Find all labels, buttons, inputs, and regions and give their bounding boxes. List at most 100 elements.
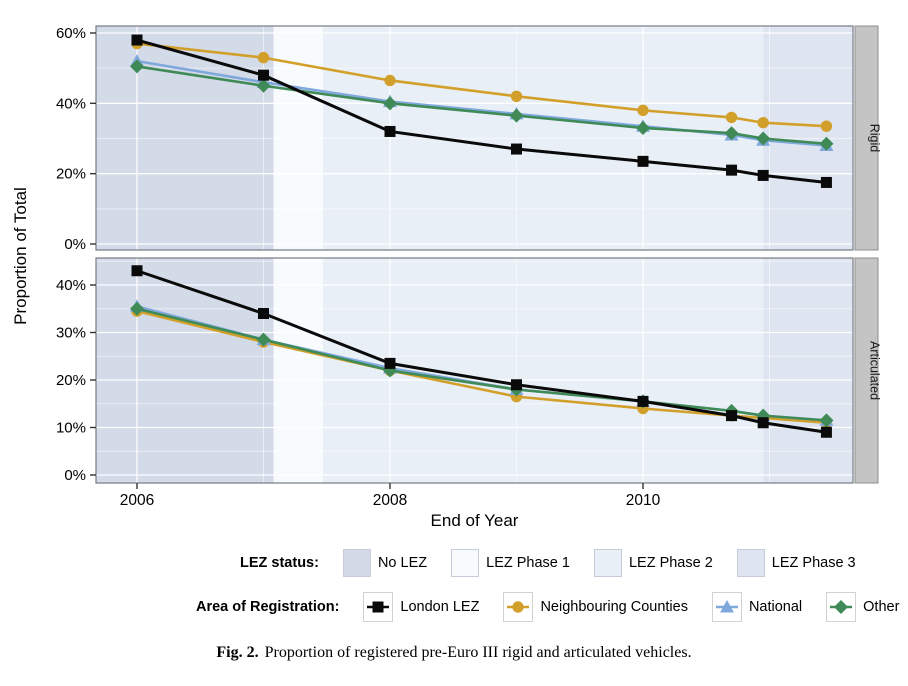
lez-phase-swatch: [593, 549, 622, 577]
x-tick-label: 2006: [120, 492, 154, 509]
marker-key-box: [711, 592, 742, 622]
lez-phase-swatch: [736, 549, 765, 577]
lez-phase-shading: [273, 258, 323, 483]
y-tick-label: 20%: [56, 372, 86, 389]
triangle-key-icon: [715, 600, 738, 613]
x-tick-label: 2008: [373, 492, 407, 509]
area-of-registration-legend: Area of Registration: London LEZ Neighbou…: [196, 592, 899, 622]
diamond-marker-icon: [256, 332, 271, 347]
figure-caption-label: Fig. 2.: [216, 644, 259, 661]
circle-marker-icon: [820, 120, 833, 132]
area-legend-item: National: [711, 592, 803, 622]
square-marker-icon: [757, 417, 769, 429]
diamond-marker-icon: [834, 600, 849, 614]
area-legend-item: London LEZ: [363, 592, 479, 622]
lez-legend-item: LEZ Phase 3: [736, 549, 856, 577]
square-marker-icon: [820, 426, 832, 438]
facet-strip-label: Rigid: [868, 124, 882, 153]
square-marker-icon: [131, 265, 143, 277]
lez-legend-label: LEZ Phase 2: [628, 555, 713, 571]
plot-canvas: 0% 20% 40% 60% Rigid 0% 10% 20% 30% 40% Articulate…: [56, 25, 882, 509]
square-key-icon: [367, 601, 390, 613]
y-tick-label: 40%: [56, 277, 86, 294]
facet-strip: [854, 25, 879, 251]
lez-status-legend-title: LEZ status:: [240, 555, 319, 571]
y-tick-label: 30%: [56, 325, 86, 342]
circle-key-icon: [507, 601, 530, 613]
square-marker-icon: [637, 395, 649, 407]
diamond-key-icon: [830, 600, 853, 614]
y-tick-label: 10%: [56, 420, 86, 437]
triangle-marker-icon: [719, 600, 734, 613]
square-marker-icon: [511, 143, 522, 155]
diamond-marker-icon: [819, 413, 834, 428]
area-legend-title: Area of Registration:: [196, 599, 340, 615]
facet-strip: [854, 257, 879, 484]
y-tick-label: 0%: [64, 467, 86, 484]
series-london-lez: [131, 34, 832, 188]
y-tick-label: 60%: [56, 25, 86, 42]
diamond-marker-icon: [130, 301, 144, 316]
x-tick-label: 2010: [626, 492, 661, 509]
panel-border: [95, 25, 854, 251]
circle-marker-icon: [384, 74, 396, 87]
lez-legend-item: No LEZ: [342, 549, 428, 577]
area-legend-label: Other: [863, 599, 900, 615]
figure-caption: Fig. 2. Proportion of registered pre-Euro…: [0, 644, 908, 662]
area-legend-item: Neighbouring Counties: [503, 592, 688, 622]
square-marker-icon: [757, 169, 769, 181]
circle-marker-icon: [510, 90, 523, 102]
area-legend-label: Neighbouring Counties: [540, 599, 688, 615]
square-marker-icon: [258, 308, 269, 319]
panel-rigid: 0% 20% 40% 60% Rigid: [56, 25, 882, 253]
circle-marker-icon: [757, 116, 769, 129]
square-marker-icon: [384, 125, 396, 137]
lez-legend-label: LEZ Phase 3: [771, 555, 856, 571]
diamond-marker-icon: [724, 126, 739, 141]
figure-caption-text: Proportion of registered pre-Euro III ri…: [264, 644, 692, 661]
area-legend-label: London LEZ: [400, 599, 480, 615]
lez-phase-shading: [96, 258, 274, 483]
panel-border: [95, 257, 854, 484]
marker-key-box: [503, 592, 534, 622]
square-marker-icon: [726, 164, 738, 176]
circle-marker-icon: [512, 601, 525, 613]
area-legend-item: Other: [826, 592, 899, 622]
y-tick-label: 40%: [56, 95, 86, 112]
square-marker-icon: [258, 69, 269, 81]
facet-strip-label: Articulated: [868, 341, 882, 400]
diamond-marker-icon: [756, 131, 771, 146]
diamond-marker-icon: [819, 136, 834, 151]
lez-status-legend: LEZ status: No LEZ LEZ Phase 1 LEZ Phase 2…: [240, 549, 856, 577]
square-marker-icon: [726, 410, 738, 422]
lez-legend-label: No LEZ: [377, 555, 428, 571]
square-marker-icon: [372, 601, 384, 613]
y-tick-label: 0%: [64, 236, 86, 253]
marker-key-box: [826, 592, 857, 622]
lez-phase-swatch: [342, 549, 371, 577]
diamond-marker-icon: [636, 120, 650, 135]
square-marker-icon: [131, 34, 143, 46]
panel-articulated: 0% 10% 20% 30% 40% Articulated: [56, 257, 882, 484]
diamond-marker-icon: [383, 96, 397, 111]
y-tick-label: 20%: [56, 166, 86, 183]
area-legend-label: National: [748, 599, 803, 615]
x-axis-title: End of Year: [430, 511, 519, 530]
lez-phase-swatch: [451, 549, 480, 577]
square-marker-icon: [637, 155, 649, 167]
circle-marker-icon: [637, 104, 649, 117]
lez-legend-item: LEZ Phase 1: [451, 549, 570, 577]
series-other: [130, 59, 834, 151]
diamond-marker-icon: [509, 108, 524, 123]
circle-marker-icon: [257, 51, 270, 64]
marker-key-box: [363, 592, 394, 622]
lez-phase-shading: [763, 258, 853, 483]
square-marker-icon: [511, 379, 522, 391]
square-marker-icon: [384, 357, 396, 369]
circle-marker-icon: [725, 111, 738, 124]
series-london-lez: [131, 265, 832, 438]
lez-legend-item: LEZ Phase 2: [593, 549, 713, 577]
diamond-marker-icon: [130, 59, 144, 74]
diamond-marker-icon: [256, 78, 271, 93]
